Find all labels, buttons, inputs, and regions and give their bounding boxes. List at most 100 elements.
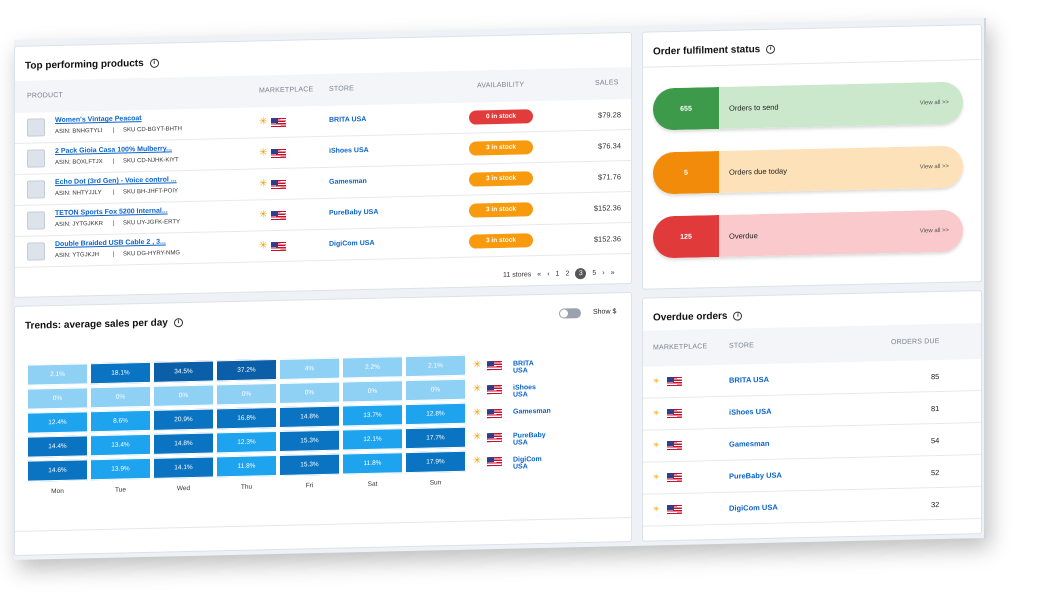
overdue-orders-card: Overdue orders i MARKETPLACE STORE ORDER… [642, 290, 982, 542]
heatmap-cell[interactable]: 11.8% [216, 455, 277, 478]
heatmap-store-link[interactable]: iShoes USA [513, 384, 536, 399]
page-1-button[interactable]: 1 [555, 270, 560, 278]
walmart-icon: ✳ [653, 408, 660, 418]
walmart-icon: ✳ [473, 383, 482, 395]
heatmap-cell[interactable]: 0% [216, 383, 277, 406]
sales-value: $71.76 [598, 172, 621, 182]
prev-page-button[interactable]: ‹ [547, 270, 550, 278]
product-name-link[interactable]: Double Braided USB Cable 2 , 3... [55, 238, 166, 249]
heatmap-cell[interactable]: 2.2% [342, 356, 403, 379]
view-all-link[interactable]: View all >> [919, 163, 949, 171]
heatmap-cell[interactable]: 14.8% [279, 405, 340, 428]
store-link[interactable]: Gamesman [329, 177, 367, 186]
heatmap-cell[interactable]: 13.4% [90, 433, 151, 457]
sales-value: $152.36 [593, 234, 621, 244]
store-link[interactable]: Gamesman [729, 438, 770, 449]
heatmap-cell[interactable]: 17.9% [405, 450, 466, 474]
heatmap-cell[interactable]: 12.3% [216, 431, 277, 454]
info-icon[interactable]: i [733, 311, 743, 321]
heatmap-store-link[interactable]: PureBaby USA [513, 431, 546, 447]
heatmap-store-link[interactable]: Gamesman [513, 407, 551, 416]
fulfilment-status-bar[interactable]: 125 Overdue View all >> [653, 209, 963, 259]
heatmap-cell[interactable]: 17.7% [405, 426, 466, 450]
heatmap-cell[interactable]: 15.3% [279, 429, 340, 452]
product-name-link[interactable]: TETON Sports Fox 5200 Internal... [55, 207, 168, 218]
top-products-title: Top performing products [25, 58, 144, 72]
view-all-link[interactable]: View all >> [919, 99, 949, 107]
walmart-icon: ✳ [473, 359, 482, 371]
heatmap-cell[interactable]: 0% [153, 384, 214, 407]
walmart-icon: ✳ [653, 504, 660, 514]
page-2-button[interactable]: 2 [565, 270, 570, 278]
us-flag-icon [487, 384, 502, 395]
heatmap-cell[interactable]: 0% [27, 387, 88, 410]
store-link[interactable]: DigiCom USA [729, 502, 778, 513]
col-availability: AVAILABILITY [477, 81, 525, 90]
overdue-title: Overdue orders [653, 310, 728, 324]
heatmap-cell[interactable]: 37.2% [216, 359, 277, 382]
status-label: Overdue [729, 230, 758, 241]
fulfilment-status-bar[interactable]: 5 Orders due today View all >> [653, 145, 963, 195]
heatmap-cell[interactable]: 34.5% [153, 360, 214, 383]
product-sku: SKU BH-JHFT-POIY [123, 188, 179, 196]
heatmap-cell[interactable]: 20.9% [153, 408, 214, 431]
product-name-link[interactable]: 2 Pack Gioia Casa 100% Mulberry... [55, 145, 172, 156]
heatmap-cell[interactable]: 13.9% [90, 457, 151, 481]
heatmap-cell[interactable]: 0% [90, 385, 151, 409]
us-flag-icon [667, 504, 682, 515]
heatmap-cell[interactable]: 15.3% [279, 453, 340, 476]
store-link[interactable]: iShoes USA [329, 146, 369, 155]
heatmap-cell[interactable]: 14.1% [153, 456, 214, 479]
heatmap-store-link[interactable]: BRITA USA [513, 360, 534, 375]
heatmap-cell[interactable]: 18.1% [90, 361, 151, 385]
day-label: Tue [115, 486, 126, 494]
status-label: Orders to send [729, 102, 779, 113]
heatmap-cell[interactable]: 16.8% [216, 407, 277, 430]
heatmap-cell[interactable]: 2.1% [27, 363, 88, 386]
first-page-button[interactable]: « [537, 271, 542, 279]
heatmap-cell[interactable]: 4% [279, 357, 340, 380]
info-icon[interactable]: i [173, 318, 183, 328]
heatmap-cell[interactable]: 0% [342, 380, 403, 403]
heatmap-store-link[interactable]: DigiCom USA [513, 456, 542, 471]
store-link[interactable]: iShoes USA [729, 406, 772, 417]
store-link[interactable]: PureBaby USA [329, 208, 379, 217]
store-link[interactable]: BRITA USA [329, 116, 367, 124]
walmart-icon: ✳ [473, 407, 482, 419]
page-3-button[interactable]: 3 [575, 268, 587, 280]
info-icon[interactable]: i [149, 58, 159, 68]
col-marketplace: MARKETPLACE [653, 343, 708, 352]
availability-badge: 3 in stock [469, 171, 533, 187]
heatmap-cell[interactable]: 0% [405, 378, 466, 402]
walmart-icon: ✳ [259, 116, 268, 128]
info-icon[interactable]: i [766, 44, 776, 54]
product-name-link[interactable]: Women's Vintage Peacoat [55, 115, 142, 125]
fulfilment-status-bar[interactable]: 655 Orders to send View all >> [653, 81, 963, 131]
heatmap-cell[interactable]: 14.6% [27, 459, 88, 482]
day-label: Thu [240, 483, 253, 491]
toggle-label: Show $ [593, 308, 617, 316]
heatmap-cell[interactable]: 8.6% [90, 409, 151, 433]
show-dollar-toggle[interactable] [559, 308, 581, 319]
product-name-link[interactable]: Echo Dot (3rd Gen) - Voice control ... [55, 176, 177, 187]
heatmap-cell[interactable]: 14.4% [27, 435, 88, 458]
store-link[interactable]: BRITA USA [729, 374, 769, 385]
us-flag-icon [667, 440, 682, 451]
store-link[interactable]: PureBaby USA [729, 470, 782, 481]
heatmap-cell[interactable]: 14.8% [153, 432, 214, 455]
fulfilment-title-row: Order fulfilment status i [653, 44, 776, 57]
heatmap-cell[interactable]: 0% [279, 381, 340, 404]
heatmap-cell[interactable]: 13.7% [342, 404, 403, 427]
store-link[interactable]: DigiCom USA [329, 239, 375, 248]
heatmap-cell[interactable]: 2.1% [405, 354, 466, 378]
heatmap-cell[interactable]: 11.8% [342, 452, 403, 475]
page-5-button[interactable]: 5 [592, 269, 597, 277]
heatmap-cell[interactable]: 12.1% [342, 428, 403, 451]
heatmap-cell[interactable]: 12.4% [27, 411, 88, 434]
next-page-button[interactable]: › [602, 269, 605, 277]
view-all-link[interactable]: View all >> [919, 227, 949, 235]
product-thumbnail [27, 180, 45, 199]
us-flag-icon [487, 408, 502, 419]
last-page-button[interactable]: » [610, 269, 615, 277]
heatmap-cell[interactable]: 12.8% [405, 402, 466, 426]
